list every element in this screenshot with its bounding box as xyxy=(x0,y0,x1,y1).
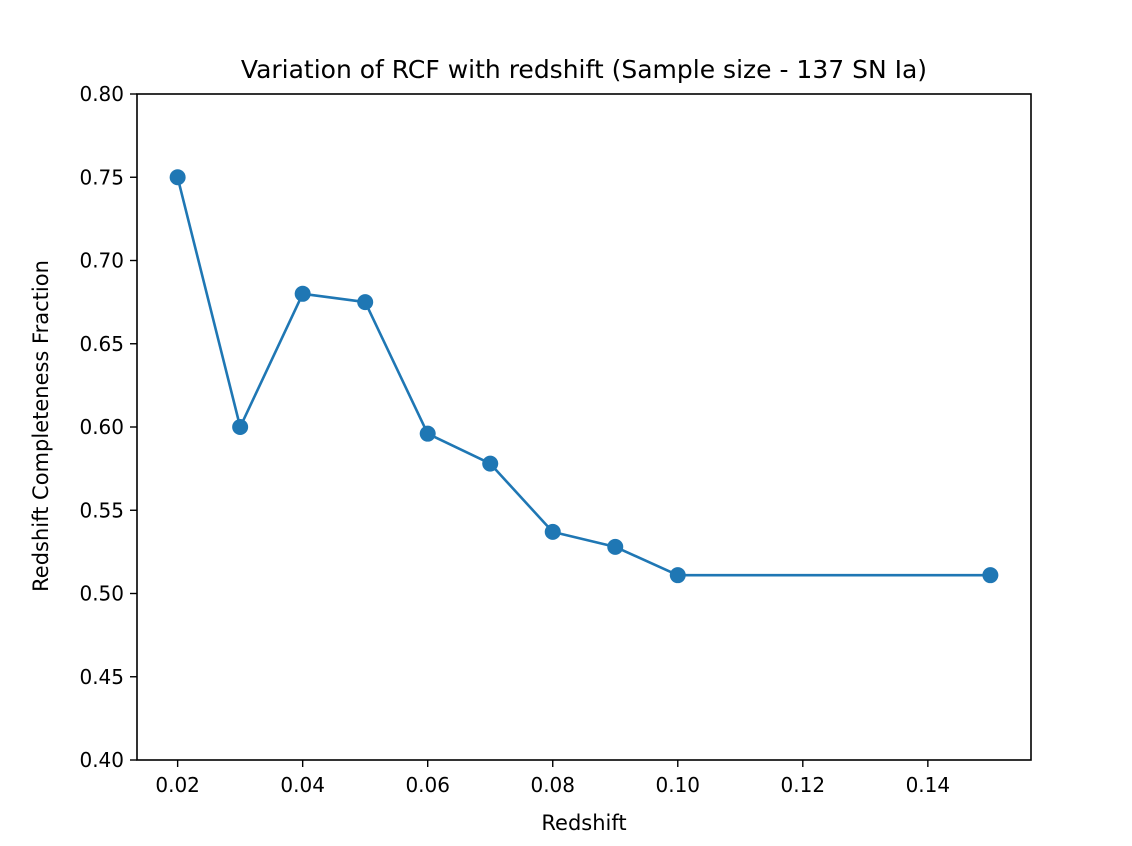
y-tick-label: 0.65 xyxy=(79,332,124,356)
data-point xyxy=(169,169,186,186)
y-tick-label: 0.50 xyxy=(79,582,124,606)
series-line xyxy=(176,176,991,577)
data-point xyxy=(669,567,686,584)
y-tick-label: 0.60 xyxy=(79,415,124,439)
y-tick-label: 0.45 xyxy=(79,665,124,689)
chart-title: Variation of RCF with redshift (Sample s… xyxy=(241,55,927,84)
data-point xyxy=(544,523,561,540)
data-point xyxy=(294,285,311,302)
data-point xyxy=(482,455,499,472)
data-point xyxy=(982,567,999,584)
x-tick-label: 0.06 xyxy=(405,773,450,797)
data-point xyxy=(232,419,249,435)
x-tick-label: 0.02 xyxy=(155,773,200,797)
x-tick-label: 0.10 xyxy=(656,773,701,797)
data-point xyxy=(607,538,624,555)
data-series xyxy=(169,169,999,584)
y-tick-label: 0.55 xyxy=(79,498,124,522)
x-tick-label: 0.12 xyxy=(781,773,826,797)
x-tick-label: 0.04 xyxy=(280,773,325,797)
x-tick-label: 0.08 xyxy=(530,773,575,797)
axis-ticks: 0.02 0.04 0.06 0.08 0.10 0.12 0.14 0.40 0.45 0.50… xyxy=(79,82,950,797)
y-tick-label: 0.75 xyxy=(79,165,124,189)
x-tick-label: 0.14 xyxy=(906,773,951,797)
data-point xyxy=(419,425,436,442)
data-point xyxy=(357,294,374,311)
y-tick-label: 0.70 xyxy=(79,249,124,273)
y-axis-label: Redshift Completeness Fraction xyxy=(29,260,53,592)
x-axis-label: Redshift xyxy=(541,811,626,835)
y-tick-label: 0.80 xyxy=(79,82,124,106)
y-tick-label: 0.40 xyxy=(79,748,124,772)
